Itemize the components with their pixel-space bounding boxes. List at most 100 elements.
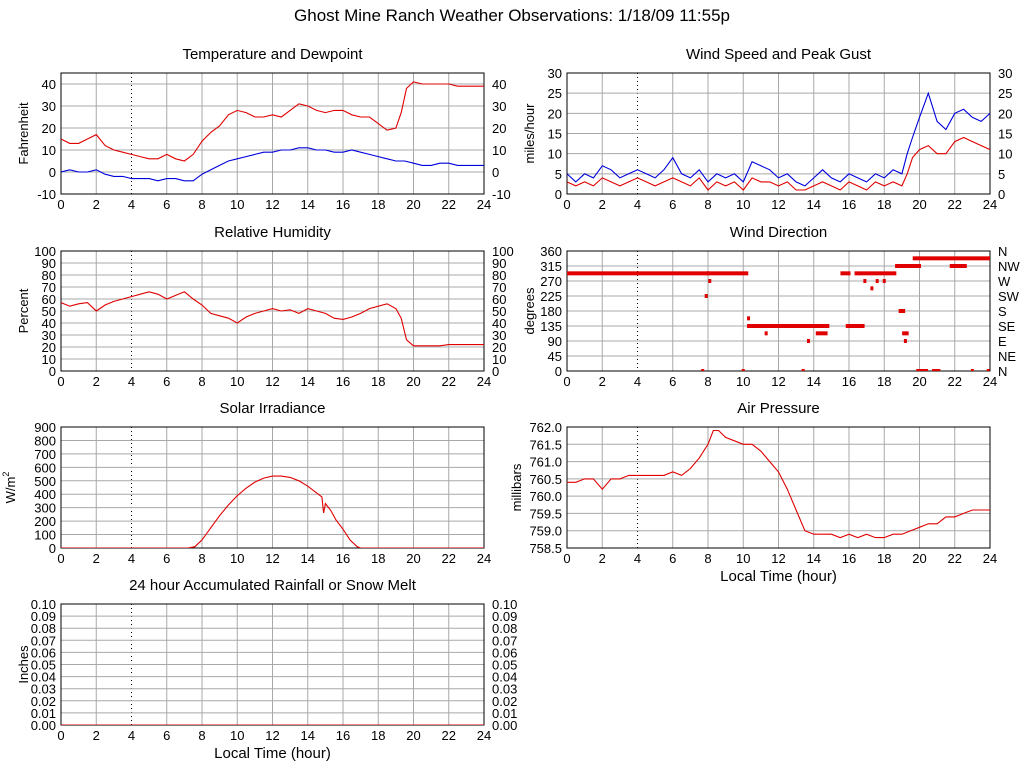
x-tick-label: 8 [704, 197, 711, 212]
x-tick-label: 18 [877, 551, 891, 566]
y-tick-label-right: 50 [492, 304, 506, 319]
direction-point [845, 324, 865, 328]
x-tick-label: 12 [771, 197, 785, 212]
x-tick-label: 10 [736, 197, 750, 212]
y-tick-label-right: 20 [492, 340, 506, 355]
x-tick-label: 6 [669, 551, 676, 566]
direction-point [895, 264, 921, 268]
direction-point [801, 369, 805, 371]
y-tick-label: 758.5 [529, 541, 562, 556]
x-tick-label: 18 [877, 374, 891, 389]
y-tick-label: 400 [34, 487, 56, 502]
y-tick-label-right: 0.04 [492, 670, 517, 685]
y-axis-label: millibars [509, 463, 524, 511]
y-tick-label-right: 10 [998, 147, 1012, 162]
direction-point [863, 279, 867, 283]
y-tick-label-right: 20 [492, 121, 506, 136]
x-tick-label: 4 [128, 551, 135, 566]
x-tick-label: 4 [128, 728, 135, 743]
series-line-red [567, 429, 990, 539]
x-tick-label: 12 [265, 728, 279, 743]
grid [61, 73, 484, 194]
y-tick-label: 800 [34, 433, 56, 448]
x-tick-label: 14 [301, 728, 315, 743]
direction-label: N [998, 364, 1007, 379]
direction-point [903, 339, 907, 343]
x-tick-label: 22 [442, 374, 456, 389]
grid [61, 250, 484, 371]
direction-point [870, 286, 874, 291]
y-tick-label: 0 [49, 541, 56, 556]
direction-point [747, 324, 830, 328]
y-tick-label: 70 [42, 280, 56, 295]
x-tick-label: 24 [477, 374, 491, 389]
y-axis-label: miles/hour [522, 103, 537, 164]
series-line-red [61, 475, 484, 548]
x-tick-label: 20 [912, 551, 926, 566]
x-tick-label: 2 [93, 728, 100, 743]
y-tick-label-right: 0 [998, 187, 1005, 202]
direction-point [875, 279, 879, 283]
y-tick-label-right: 30 [998, 66, 1012, 81]
x-tick-label: 20 [406, 551, 420, 566]
x-tick-label: 8 [704, 374, 711, 389]
plot-frame [60, 250, 485, 372]
chart-title: 24 hour Accumulated Rainfall or Snow Mel… [129, 577, 417, 594]
y-tick-label: 0.05 [31, 658, 56, 673]
direction-label: W [998, 274, 1011, 289]
series-line-red [61, 291, 484, 347]
y-axis-label: Fahrenheit [16, 102, 31, 165]
x-tick-label: 4 [634, 551, 641, 566]
x-tick-label: 14 [301, 551, 315, 566]
y-tick-label-right: 90 [492, 256, 506, 271]
direction-point [706, 271, 749, 276]
x-tick-label: 22 [442, 551, 456, 566]
y-tick-label-right: 0.05 [492, 658, 517, 673]
series-group [567, 91, 990, 191]
x-tick-label: 20 [912, 197, 926, 212]
grid [567, 426, 990, 548]
y-tick-label-right: 0 [492, 364, 499, 379]
y-tick-label: 0 [555, 187, 562, 202]
chart-title: Wind Speed and Peak Gust [686, 46, 872, 63]
y-tick-label-right: 0.09 [492, 609, 517, 624]
y-axis-label: Percent [16, 288, 31, 333]
y-tick-label: 0 [555, 364, 562, 379]
x-tick-label: 24 [477, 551, 491, 566]
y-tick-label: 315 [540, 259, 562, 274]
y-tick-label: 760.0 [529, 489, 562, 504]
y-tick-label-right: 15 [998, 127, 1012, 142]
x-tick-label: 10 [736, 374, 750, 389]
chart-title: Wind Direction [730, 224, 828, 241]
y-tick-label-right: 30 [492, 99, 506, 114]
y-tick-label: 360 [540, 244, 562, 259]
x-tick-label: 4 [128, 197, 135, 212]
y-tick-label: 0.04 [31, 670, 56, 685]
y-tick-label-right: 70 [492, 280, 506, 295]
y-tick-label: 20 [42, 121, 56, 136]
y-axis-label-sup: 2 [1, 472, 11, 477]
y-tick-label: 90 [42, 256, 56, 271]
direction-point [916, 369, 929, 371]
y-tick-label: 761.0 [529, 455, 562, 470]
direction-label: NW [998, 259, 1020, 274]
y-tick-label: 60 [42, 292, 56, 307]
direction-label: SE [998, 319, 1016, 334]
x-tick-label: 10 [230, 551, 244, 566]
x-tick-label: 18 [371, 197, 385, 212]
x-tick-label: 4 [634, 374, 641, 389]
y-tick-label: 40 [42, 77, 56, 92]
y-tick-label: 135 [540, 319, 562, 334]
y-tick-label-right: -10 [492, 187, 511, 202]
y-tick-label: 50 [42, 304, 56, 319]
x-tick-label: 16 [842, 374, 856, 389]
y-tick-label-right: 10 [492, 352, 506, 367]
direction-point [806, 339, 810, 343]
plot-frame [566, 426, 991, 549]
x-tick-label: 20 [406, 374, 420, 389]
y-tick-label: 30 [548, 66, 562, 81]
y-tick-label-right: 0.07 [492, 633, 517, 648]
x-tick-label: 16 [336, 551, 350, 566]
